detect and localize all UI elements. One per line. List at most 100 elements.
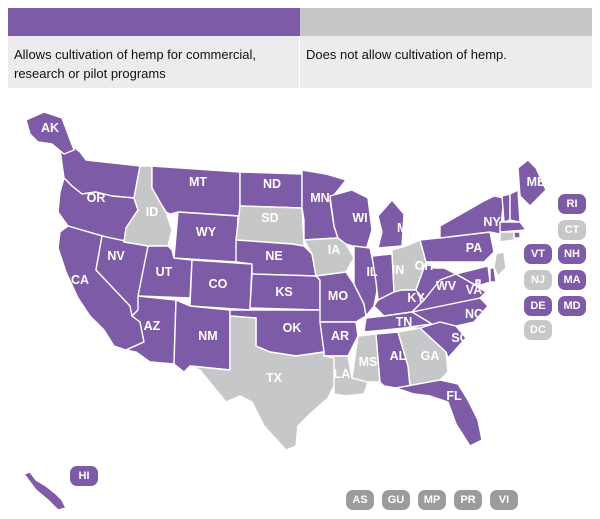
state-label-il: IL <box>366 265 377 279</box>
state-label-fl: FL <box>446 389 462 403</box>
state-la <box>323 355 369 397</box>
state-me <box>517 159 547 207</box>
state-badge-label: NH <box>564 248 580 260</box>
state-badge-label: MD <box>563 300 580 312</box>
state-vt <box>501 193 511 223</box>
state-label-va: VA <box>466 283 482 297</box>
state-badge-de: DE <box>524 296 552 316</box>
state-badge-label: MA <box>563 274 580 286</box>
state-label-id: ID <box>146 205 159 219</box>
state-badge-bg <box>558 194 586 214</box>
legend-swatch-deny <box>300 8 592 36</box>
state-badge-bg <box>524 320 552 340</box>
state-mt <box>151 165 241 217</box>
territory-badge-mp: MP <box>418 490 446 510</box>
state-nc <box>403 297 489 329</box>
territory-badge-label: AS <box>352 494 367 506</box>
state-label-nc: NC <box>465 307 483 321</box>
state-label-pa: PA <box>466 241 482 255</box>
territory-badge-label: PR <box>460 494 475 506</box>
state-badge-label: VT <box>531 248 545 260</box>
state-label-me: ME <box>527 175 546 189</box>
state-badge-vt: VT <box>524 244 552 264</box>
state-label-nv: NV <box>107 249 125 263</box>
state-ak <box>25 111 75 155</box>
state-nj <box>493 251 507 277</box>
state-label-ak: AK <box>41 121 59 135</box>
state-ms <box>351 333 381 383</box>
state-label-or: OR <box>87 191 106 205</box>
state-badge-hi: HI <box>70 466 98 486</box>
legend-label-deny: Does not allow cultivation of hemp. <box>300 36 592 88</box>
state-wv <box>415 261 457 301</box>
state-hi <box>23 471 67 511</box>
territory-badge-bg <box>382 490 410 510</box>
state-ct <box>499 231 515 243</box>
state-label-ny: NY <box>483 215 501 229</box>
state-label-az: AZ <box>144 319 161 333</box>
state-badge-label: DC <box>530 324 546 336</box>
territory-badge-bg <box>454 490 482 510</box>
legend-swatch-allow <box>8 8 300 36</box>
territory-badge-as: AS <box>346 490 374 510</box>
state-label-mi: MI <box>397 221 411 235</box>
state-dc <box>475 279 481 285</box>
state-md <box>455 265 491 287</box>
state-ma <box>499 221 527 233</box>
state-badge-label: DE <box>530 300 545 312</box>
state-label-in: IN <box>392 263 405 277</box>
state-badge-ri: RI <box>558 194 586 214</box>
territory-badge-pr: PR <box>454 490 482 510</box>
state-badge-bg <box>558 296 586 316</box>
state-label-ut: UT <box>156 265 173 279</box>
state-label-wv: WV <box>436 279 457 293</box>
state-label-mn: MN <box>310 191 329 205</box>
state-tx <box>189 315 335 451</box>
state-fl <box>395 379 483 447</box>
legend: Allows cultivation of hemp for commercia… <box>8 8 592 88</box>
state-label-sd: SD <box>261 211 278 225</box>
territory-badge-bg <box>418 490 446 510</box>
territory-badge-vi: VI <box>490 490 518 510</box>
state-label-ar: AR <box>331 329 349 343</box>
legend-label-allow: Allows cultivation of hemp for commercia… <box>8 36 300 88</box>
territory-badge-label: GU <box>388 494 405 506</box>
territory-badge-label: VI <box>499 494 509 506</box>
state-label-wa: WA <box>96 151 116 165</box>
state-badge-bg <box>558 220 586 240</box>
state-ri <box>513 231 521 239</box>
state-label-ca: CA <box>71 273 89 287</box>
state-label-ia: IA <box>328 243 341 257</box>
state-label-ky: KY <box>407 291 425 305</box>
state-badge-bg <box>524 296 552 316</box>
state-badge-md: MD <box>558 296 586 316</box>
state-badge-label: HI <box>79 470 90 482</box>
territory-badge-bg <box>346 490 374 510</box>
territory-badge-label: MP <box>424 494 441 506</box>
state-badge-label: CT <box>565 224 580 236</box>
territory-badge-gu: GU <box>382 490 410 510</box>
state-label-nm: NM <box>198 329 217 343</box>
state-label-ga: GA <box>421 349 440 363</box>
state-label-ok: OK <box>283 321 302 335</box>
state-label-co: CO <box>209 277 228 291</box>
state-label-ms: MS <box>359 355 378 369</box>
state-badge-dc: DC <box>524 320 552 340</box>
state-label-nd: ND <box>263 177 281 191</box>
state-label-sc: SC <box>451 331 468 345</box>
state-badge-bg <box>524 270 552 290</box>
state-label-mo: MO <box>328 289 348 303</box>
state-badge-label: RI <box>567 198 578 210</box>
state-label-wi: WI <box>352 211 367 225</box>
state-badge-bg <box>70 466 98 486</box>
state-badge-label: NJ <box>531 274 545 286</box>
state-badge-bg <box>558 244 586 264</box>
state-badge-nh: NH <box>558 244 586 264</box>
state-badge-ct: CT <box>558 220 586 240</box>
state-badge-bg <box>524 244 552 264</box>
state-badge-bg <box>558 270 586 290</box>
state-label-ne: NE <box>265 249 282 263</box>
state-label-mt: MT <box>189 175 207 189</box>
state-label-ks: KS <box>275 285 292 299</box>
